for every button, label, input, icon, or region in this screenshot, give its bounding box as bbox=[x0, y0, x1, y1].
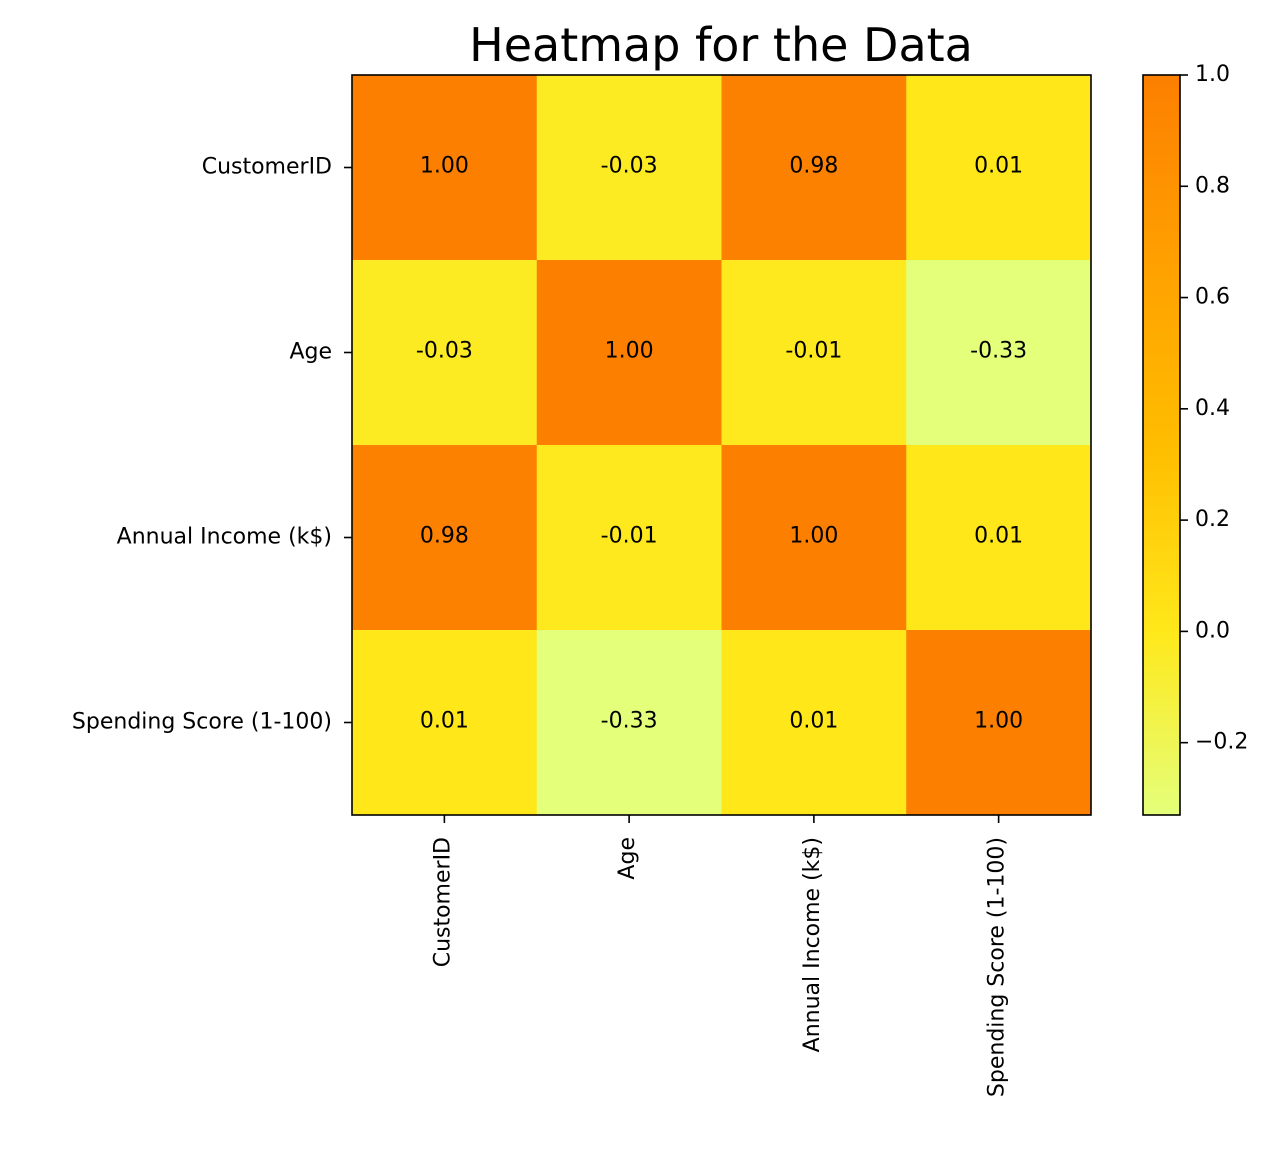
cell-value-label: 0.01 bbox=[974, 524, 1023, 549]
y-tick-label: CustomerID bbox=[202, 155, 332, 180]
cell-value-label: -0.01 bbox=[601, 524, 658, 549]
heatmap-cell bbox=[721, 75, 907, 261]
colorbar-tick-label: 0.6 bbox=[1195, 285, 1230, 310]
cell-value-label: -0.33 bbox=[601, 709, 658, 734]
colorbar-gradient bbox=[1143, 75, 1180, 815]
heatmap-ticks: CustomerID CustomerID Age Age Annual Income … bbox=[72, 155, 1010, 1098]
chart-title: Heatmap for the Data bbox=[469, 18, 973, 72]
cell-value-label: -0.03 bbox=[416, 339, 473, 364]
heatmap-cell bbox=[352, 260, 538, 446]
heatmap-cell bbox=[906, 75, 1092, 261]
x-tick-label: Age bbox=[615, 837, 640, 880]
cell-value-label: 0.98 bbox=[789, 154, 838, 179]
heatmap-cell bbox=[906, 260, 1092, 446]
colorbar-tick-label: 0.2 bbox=[1195, 507, 1230, 532]
heatmap-cell bbox=[352, 445, 538, 631]
cell-value-label: 0.01 bbox=[789, 709, 838, 734]
cell-value-label: 0.98 bbox=[420, 524, 469, 549]
x-tick-label: Spending Score (1-100) bbox=[985, 837, 1010, 1097]
heatmap-cell bbox=[352, 630, 538, 816]
cell-value-label: -0.33 bbox=[970, 339, 1027, 364]
heatmap-cell bbox=[906, 445, 1092, 631]
colorbar-tick-label: 0.8 bbox=[1195, 173, 1230, 198]
y-tick-label: Annual Income (k$) bbox=[117, 525, 332, 550]
heatmap-cell bbox=[536, 75, 722, 261]
heatmap-cell bbox=[906, 630, 1092, 816]
cell-value-label: -0.03 bbox=[601, 154, 658, 179]
heatmap-cell bbox=[536, 445, 722, 631]
y-tick-label: Age bbox=[289, 340, 332, 365]
heatmap-cells: 1.00 -0.03 0.98 0.01 -0.03 1.00 -0.01 -0.33 0.98… bbox=[352, 75, 1092, 816]
colorbar-frame bbox=[1142, 74, 1181, 816]
cell-value-label: 1.00 bbox=[789, 524, 838, 549]
colorbar: −0.2 0.0 0.2 0.4 0.6 0.8 1.0 bbox=[1142, 62, 1248, 816]
heatmap-cell bbox=[721, 445, 907, 631]
cell-value-label: 1.00 bbox=[605, 339, 654, 364]
cell-value-label: 0.01 bbox=[420, 709, 469, 734]
colorbar-tick-label: 0.4 bbox=[1195, 396, 1230, 421]
heatmap-frame bbox=[351, 74, 1092, 816]
heatmap-cell bbox=[721, 260, 907, 446]
heatmap-cell bbox=[721, 630, 907, 816]
cell-value-label: 0.01 bbox=[974, 154, 1023, 179]
heatmap-cell bbox=[352, 75, 538, 261]
colorbar-tick-label: −0.2 bbox=[1195, 730, 1248, 755]
cell-value-label: 1.00 bbox=[974, 709, 1023, 734]
heatmap-cell bbox=[536, 630, 722, 816]
heatmap-cell bbox=[536, 260, 722, 446]
x-tick-label: CustomerID bbox=[430, 837, 455, 967]
cell-value-label: -0.01 bbox=[785, 339, 842, 364]
y-tick-label: Spending Score (1-100) bbox=[72, 710, 332, 735]
cell-value-label: 1.00 bbox=[420, 154, 469, 179]
x-tick-label: Annual Income (k$) bbox=[800, 837, 825, 1052]
colorbar-tick-label: 1.0 bbox=[1195, 62, 1230, 87]
colorbar-tick-label: 0.0 bbox=[1195, 618, 1230, 643]
